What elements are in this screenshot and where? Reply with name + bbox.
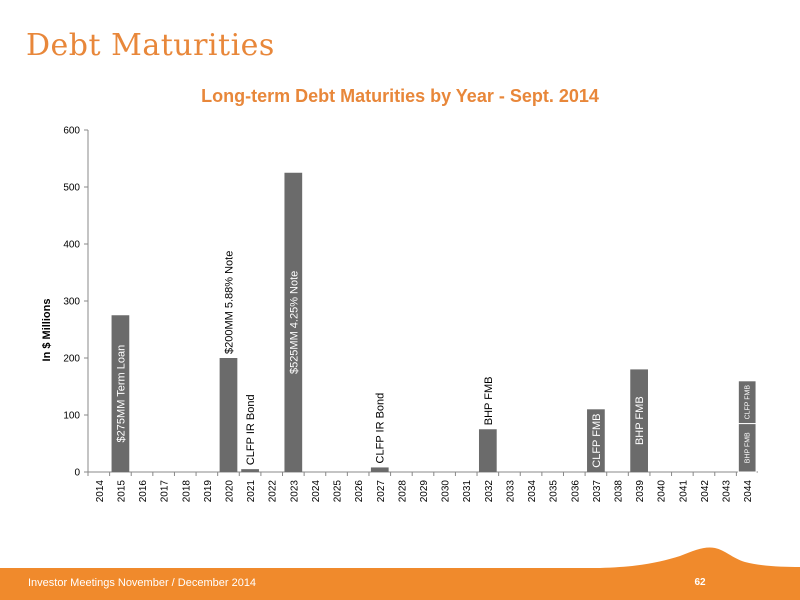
x-tick-label: 2037 — [592, 480, 603, 503]
x-tick-label: 2020 — [224, 480, 235, 503]
x-tick-label: 2036 — [570, 480, 581, 503]
bar-2027 — [370, 467, 389, 472]
x-tick-label: 2021 — [246, 480, 257, 503]
bar-2020 — [219, 358, 238, 472]
y-tick-label: 300 — [63, 297, 80, 308]
footer-wave-decoration — [0, 547, 800, 570]
x-tick-label: 2032 — [484, 480, 495, 503]
bar-2039 — [630, 369, 648, 472]
footer-bar — [0, 568, 800, 600]
x-tick-label: 2041 — [678, 480, 689, 503]
y-axis-label: In $ Millions — [41, 299, 53, 362]
bar-2023 — [284, 172, 303, 472]
x-tick-label: 2029 — [419, 480, 430, 503]
bar-2015 — [111, 315, 130, 472]
data-label: $525MM 4.25% Note — [288, 271, 300, 374]
x-tick-label: 2043 — [722, 480, 733, 503]
x-tick-label: 2035 — [549, 480, 560, 503]
data-label: CLFP FMB — [745, 385, 752, 420]
x-tick-label: 2019 — [203, 480, 214, 503]
bar-2021 — [241, 469, 259, 472]
data-label: BHP FMB — [745, 432, 752, 463]
y-tick-label: 400 — [63, 240, 80, 251]
x-tick-label: 2023 — [289, 480, 300, 503]
x-tick-label: 2015 — [116, 480, 127, 503]
x-tick-label: 2031 — [462, 480, 473, 503]
x-tick-label: 2033 — [505, 480, 516, 503]
data-label: BHP FMB — [483, 377, 495, 426]
data-label: CLFP IR Bond — [245, 394, 257, 465]
data-label: $275MM Term Loan — [115, 345, 127, 443]
bar-chart: 0 100 200 300 400 500 600 2014 2015 2016 2017 2018 2… — [41, 126, 758, 503]
data-label: BHP FMB — [634, 396, 646, 445]
x-tick-label: 2027 — [376, 480, 387, 503]
x-tick-label: 2028 — [397, 480, 408, 503]
y-tick-label: 200 — [63, 354, 80, 365]
y-tick-label: 500 — [63, 183, 80, 194]
x-tick-label: 2042 — [700, 480, 711, 503]
x-tick-label: 2026 — [354, 480, 365, 503]
x-tick-label: 2034 — [527, 480, 538, 503]
x-tick-label: 2040 — [657, 480, 668, 503]
x-tick-label: 2022 — [268, 480, 279, 503]
x-tick-label: 2017 — [160, 480, 171, 503]
y-tick-label: 100 — [63, 411, 80, 422]
data-label: CLFP IR Bond — [375, 393, 387, 464]
x-tick-label: 2016 — [138, 480, 149, 503]
x-tick-label: 2030 — [441, 480, 452, 503]
y-tick-label: 0 — [74, 468, 80, 479]
data-label: $200MM 5.88% Note — [223, 251, 235, 354]
y-tick-label: 600 — [63, 126, 80, 137]
bar-2037 — [587, 409, 605, 472]
x-tick-label: 2018 — [181, 480, 192, 503]
chart-title: Long-term Debt Maturities by Year - Sept… — [201, 86, 599, 106]
x-tick-label: 2025 — [333, 480, 344, 503]
slide-title: Debt Maturities — [26, 28, 275, 63]
x-tick-label: 2044 — [743, 480, 754, 503]
x-tick-label: 2014 — [95, 480, 106, 503]
bar-2032 — [478, 429, 497, 472]
bar-2044 — [737, 380, 757, 425]
footer-text: Investor Meetings November / December 20… — [28, 577, 257, 589]
page-number: 62 — [694, 577, 706, 588]
x-tick-label: 2038 — [614, 480, 625, 503]
x-tick-label: 2039 — [635, 480, 646, 503]
data-label: CLFP FMB — [591, 414, 603, 468]
x-tick-label: 2024 — [311, 480, 322, 503]
